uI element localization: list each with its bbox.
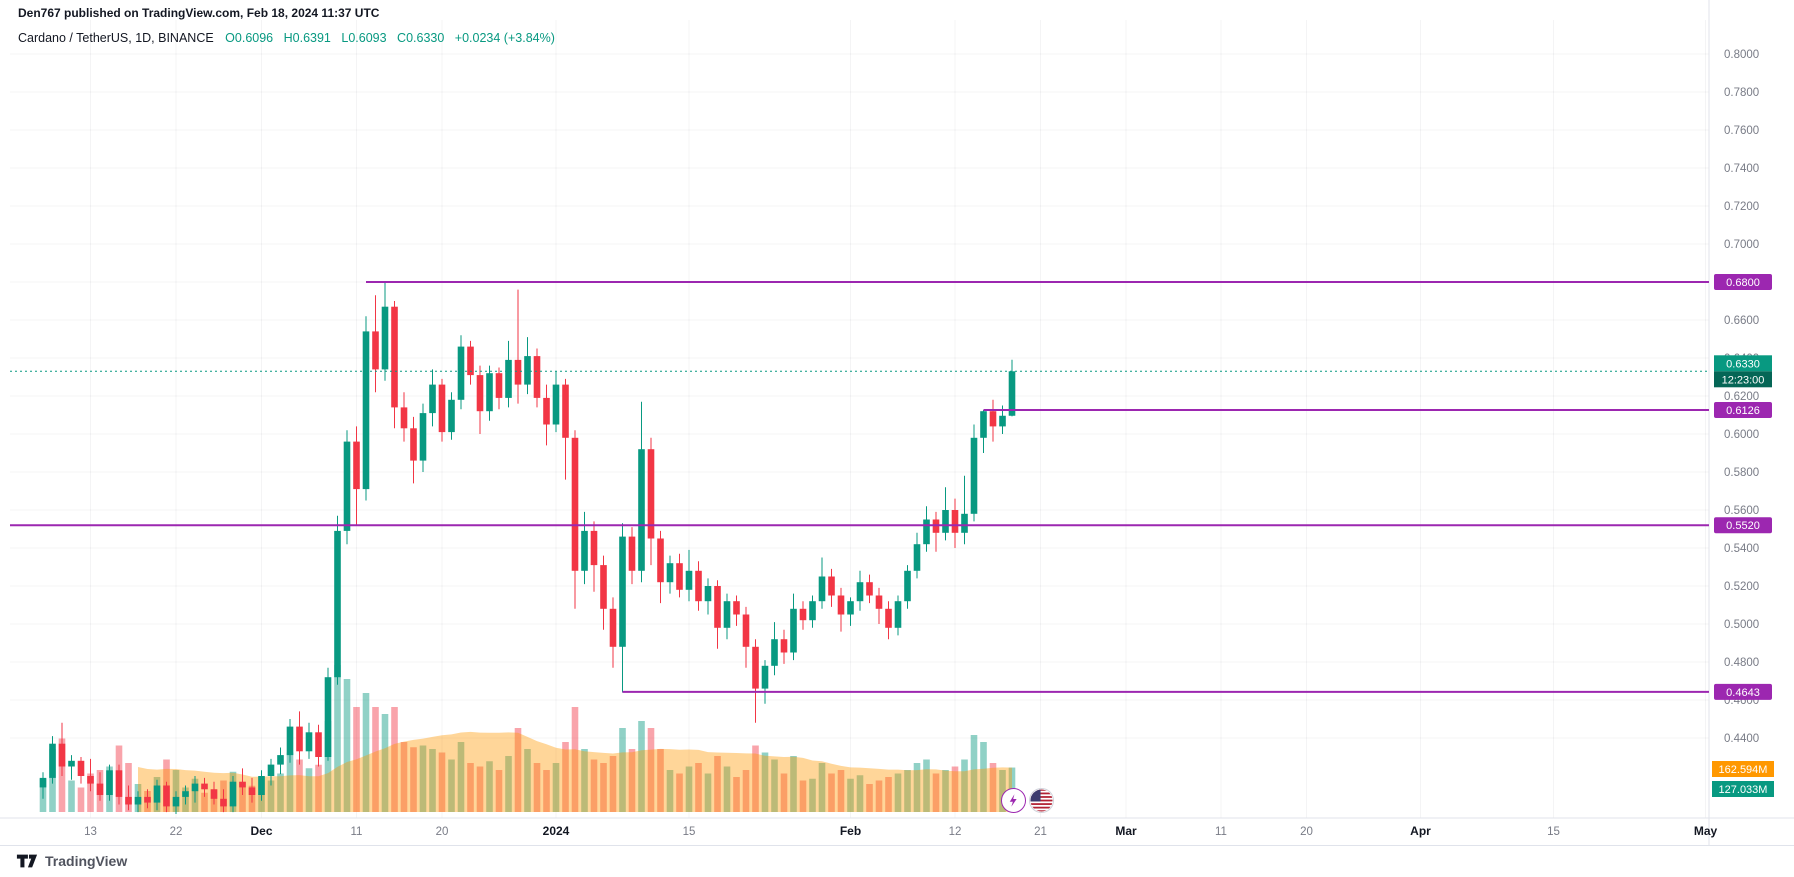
lightning-icon[interactable]: [1001, 788, 1026, 813]
svg-text:11: 11: [351, 826, 363, 838]
level-label-0.6126: [1714, 402, 1772, 419]
svg-text:0.6200: 0.6200: [1724, 391, 1759, 403]
svg-text:0.7200: 0.7200: [1724, 201, 1759, 213]
svg-text:0.5000: 0.5000: [1724, 619, 1759, 631]
svg-text:Dec: Dec: [250, 824, 272, 838]
level-label-0.5520: [1714, 517, 1772, 534]
svg-text:0.6000: 0.6000: [1724, 429, 1759, 441]
level-lines: 0.6800 0.6126 0.5520 0.4643: [10, 274, 1772, 700]
svg-text:0.7000: 0.7000: [1724, 239, 1759, 251]
svg-text:0.5200: 0.5200: [1724, 581, 1759, 593]
volume-current-label: [1712, 781, 1774, 797]
svg-text:22: 22: [170, 826, 183, 838]
countdown-value: 12:23:00: [1722, 374, 1765, 386]
svg-text:0.6126: 0.6126: [1726, 405, 1760, 417]
symbol-legend: Cardano / TetherUS, 1D, BINANCE O0.6096 …: [18, 31, 562, 45]
svg-text:13: 13: [84, 826, 97, 838]
svg-text:21: 21: [1034, 826, 1047, 838]
price-axis[interactable]: 0.8000 0.7800 0.7600 0.7400 0.7200 0.7000 0.68…: [1724, 49, 1759, 745]
svg-text:May: May: [1694, 824, 1718, 838]
change-value: +0.0234 (+3.84%): [454, 31, 555, 45]
svg-text:0.7400: 0.7400: [1724, 163, 1759, 175]
open-value: O0.6096: [225, 31, 274, 45]
close-value: C0.6330: [397, 31, 445, 45]
svg-text:20: 20: [436, 826, 449, 838]
svg-text:Apr: Apr: [1410, 824, 1431, 838]
svg-text:0.6800: 0.6800: [1726, 277, 1760, 289]
lightning-bolt-glyph: [1009, 794, 1017, 807]
low-value: L0.6093: [341, 31, 387, 45]
svg-text:0.7600: 0.7600: [1724, 125, 1759, 137]
volume-ma-label: [1712, 761, 1774, 777]
svg-text:0.4800: 0.4800: [1724, 657, 1759, 669]
svg-text:0.4400: 0.4400: [1724, 733, 1759, 745]
high-value: H0.6391: [283, 31, 331, 45]
symbol-title: Cardano / TetherUS, 1D, BINANCE: [18, 31, 214, 45]
svg-text:0.6600: 0.6600: [1724, 315, 1759, 327]
svg-text:0.5800: 0.5800: [1724, 467, 1759, 479]
level-label-0.4643: [1714, 683, 1772, 700]
grid-lines: [10, 20, 1709, 818]
svg-text:162.594M: 162.594M: [1719, 764, 1768, 776]
brand-name[interactable]: TradingView: [45, 853, 128, 869]
tradingview-logo[interactable]: [16, 852, 38, 870]
level-label-0.6800: [1714, 274, 1772, 290]
us-flag-glyph: [1030, 789, 1053, 812]
last-price-label: 0.6330 12:23:00: [1714, 355, 1772, 388]
footer-bar: TradingView: [0, 845, 1794, 876]
svg-text:Mar: Mar: [1115, 824, 1137, 838]
svg-text:15: 15: [683, 826, 696, 838]
volume-axis-labels: 162.594M 127.033M: [1712, 761, 1774, 797]
svg-text:2024: 2024: [543, 824, 570, 838]
svg-text:12: 12: [949, 826, 962, 838]
svg-text:Feb: Feb: [840, 824, 861, 838]
publish-attribution: Den767 published on TradingView.com, Feb…: [18, 6, 380, 20]
candlestick-series: [39, 282, 1016, 814]
svg-text:11: 11: [1215, 826, 1227, 838]
svg-text:0.4643: 0.4643: [1726, 687, 1760, 699]
bar-countdown: [1714, 371, 1772, 388]
svg-text:127.033M: 127.033M: [1719, 784, 1768, 796]
last-price-value: 0.6330: [1726, 358, 1760, 370]
svg-text:15: 15: [1547, 826, 1560, 838]
volume-ma-area: [138, 731, 1012, 812]
time-axis[interactable]: 13 22 Dec 11 20 2024 15 Feb 12 21 Mar 11 20 Apr 15 May: [84, 824, 1717, 838]
svg-text:0.5400: 0.5400: [1724, 543, 1759, 555]
svg-text:0.8000: 0.8000: [1724, 49, 1759, 61]
svg-text:20: 20: [1300, 826, 1313, 838]
svg-text:0.7800: 0.7800: [1724, 87, 1759, 99]
svg-text:0.5520: 0.5520: [1726, 520, 1760, 532]
us-flag-icon[interactable]: [1029, 788, 1054, 813]
svg-text:0.5600: 0.5600: [1724, 505, 1759, 517]
